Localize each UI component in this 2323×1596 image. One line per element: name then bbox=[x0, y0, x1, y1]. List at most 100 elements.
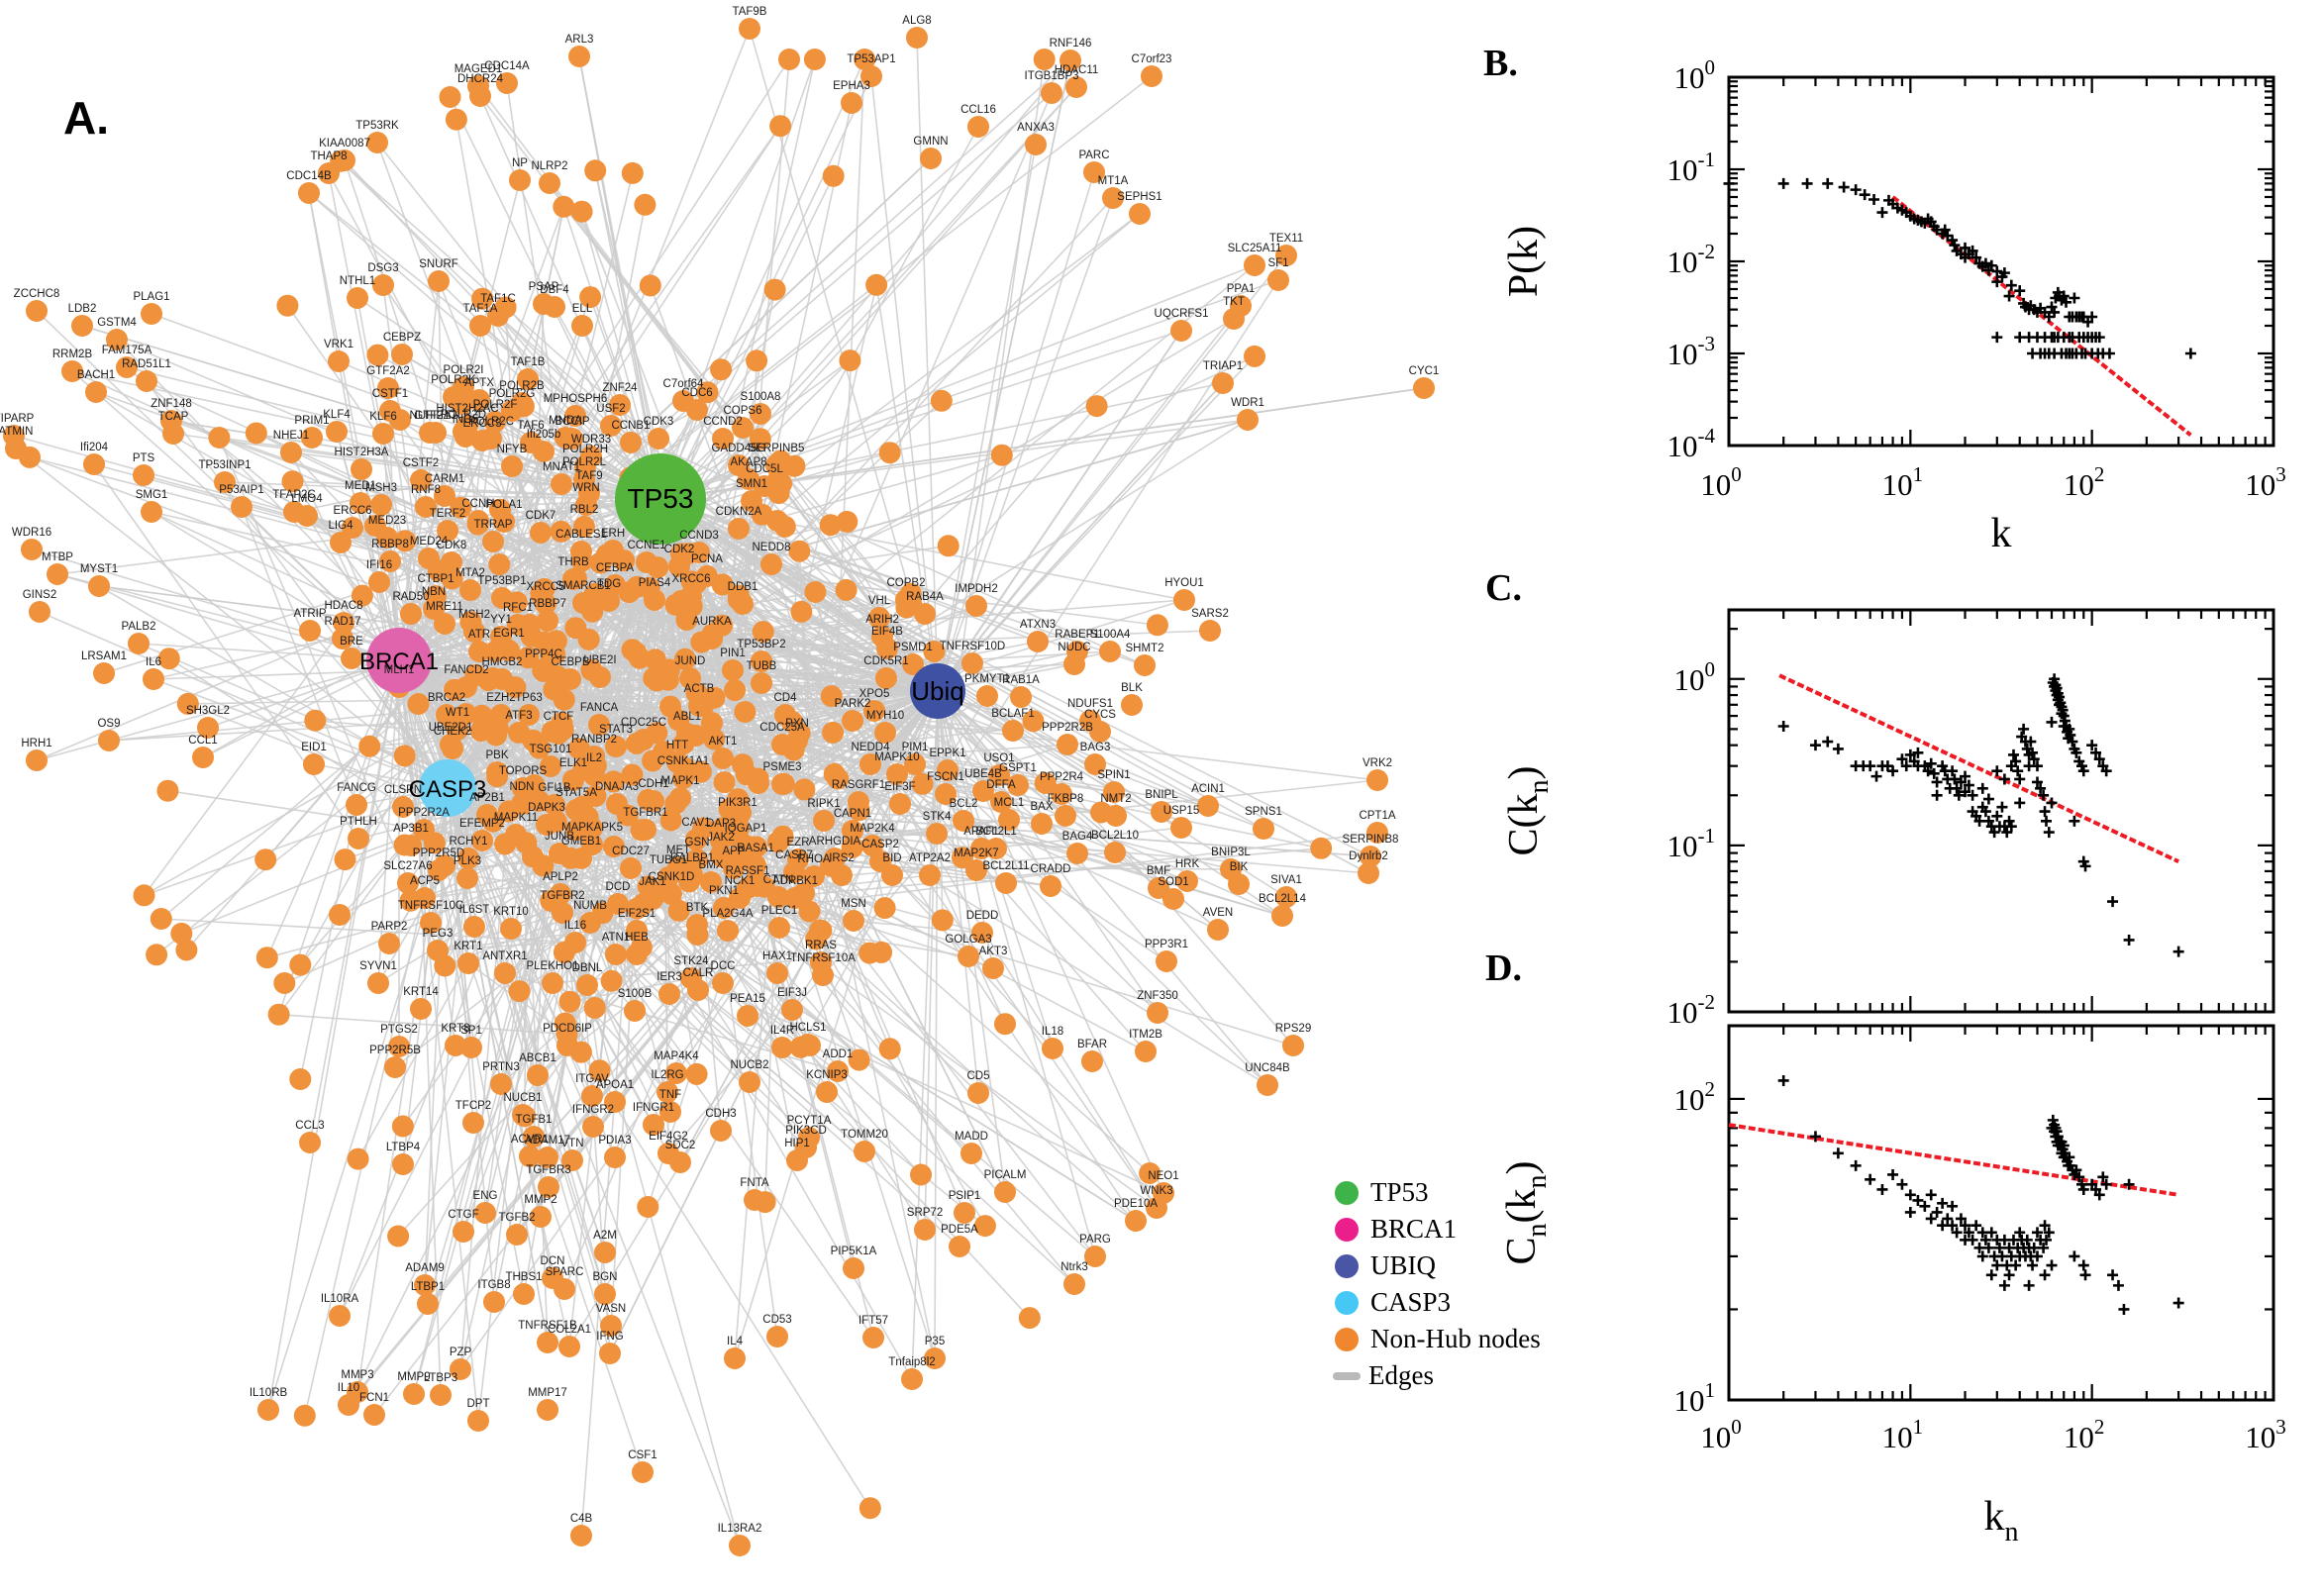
network-node bbox=[257, 1399, 279, 1421]
network-node bbox=[781, 999, 803, 1021]
network-node bbox=[445, 1035, 466, 1056]
network-node bbox=[859, 753, 881, 775]
data-point bbox=[2012, 1242, 2024, 1253]
data-point bbox=[2050, 1131, 2062, 1143]
network-node-label: RANBP2 bbox=[571, 734, 617, 746]
network-node-label: TUBB bbox=[747, 660, 777, 672]
network-node bbox=[678, 870, 701, 893]
data-point bbox=[2014, 1227, 2026, 1239]
data-point bbox=[1809, 740, 1821, 751]
network-node bbox=[982, 957, 1004, 979]
data-point bbox=[1876, 207, 1888, 219]
network-node-label: HYOU1 bbox=[1164, 577, 1204, 589]
network-node bbox=[289, 1068, 312, 1090]
network-node bbox=[1162, 888, 1184, 910]
network-node bbox=[1125, 1210, 1147, 1232]
network-node bbox=[47, 563, 68, 585]
data-point bbox=[2018, 1242, 2030, 1253]
network-node bbox=[739, 18, 760, 40]
data-point bbox=[1859, 189, 1870, 201]
network-node-label: BRE bbox=[340, 636, 363, 648]
network-node bbox=[788, 540, 811, 562]
data-point bbox=[2052, 1140, 2064, 1151]
network-node-label: BAG4 bbox=[1062, 831, 1093, 843]
network-node bbox=[1084, 753, 1106, 775]
data-point bbox=[1979, 1234, 1991, 1246]
data-point bbox=[2058, 332, 2070, 344]
network-node bbox=[254, 848, 277, 871]
data-point bbox=[2172, 1297, 2184, 1309]
network-node-label: EZR bbox=[787, 837, 810, 848]
network-node-label: BMX bbox=[699, 859, 724, 871]
data-point bbox=[1850, 760, 1862, 772]
network-node-label: EID1 bbox=[301, 742, 327, 753]
data-point bbox=[1896, 1178, 1908, 1190]
scatter-points bbox=[1777, 673, 2184, 957]
data-point bbox=[1832, 743, 1844, 754]
network-node bbox=[1010, 686, 1032, 708]
network-node-label: TGFB2 bbox=[498, 1212, 535, 1224]
network-node-label: S100B bbox=[618, 988, 653, 1000]
network-node-label: PSME3 bbox=[763, 761, 802, 773]
network-node-label: PDCD6IP bbox=[543, 1023, 592, 1035]
network-node bbox=[1033, 49, 1056, 70]
network-node-label: MTBP bbox=[42, 551, 73, 563]
data-point bbox=[1876, 760, 1888, 772]
network-node bbox=[620, 857, 642, 879]
network-node-label: CSTF1 bbox=[372, 388, 408, 400]
network-node bbox=[1063, 653, 1085, 675]
network-node-label: DDB1 bbox=[728, 581, 758, 593]
data-point bbox=[2077, 855, 2089, 867]
data-point bbox=[2023, 1242, 2035, 1253]
data-point bbox=[2028, 753, 2040, 765]
network-node bbox=[417, 1293, 439, 1315]
network-edge bbox=[449, 96, 612, 427]
network-node bbox=[1358, 862, 1379, 884]
network-node bbox=[530, 582, 553, 605]
network-node-label: JUND bbox=[675, 655, 706, 667]
network-node-label: ARL3 bbox=[565, 34, 594, 46]
data-point bbox=[2070, 311, 2082, 323]
network-node bbox=[451, 392, 473, 415]
data-point bbox=[1967, 789, 1978, 801]
network-node bbox=[686, 399, 708, 421]
network-node-label: CD5 bbox=[966, 1070, 989, 1082]
network-node bbox=[330, 150, 353, 172]
network-node-label: CCL16 bbox=[960, 104, 996, 116]
network-node-label: TKT bbox=[1223, 296, 1245, 308]
network-node bbox=[93, 662, 115, 684]
data-point bbox=[2047, 1114, 2059, 1126]
network-node bbox=[920, 148, 942, 169]
network-node bbox=[1146, 614, 1168, 637]
data-point bbox=[1991, 765, 2003, 777]
network-node bbox=[19, 446, 41, 468]
data-point bbox=[2023, 1279, 2035, 1291]
network-node bbox=[170, 922, 193, 945]
network-node-label: HRH1 bbox=[21, 738, 51, 749]
data-point bbox=[2001, 827, 2013, 839]
data-point bbox=[2077, 332, 2089, 344]
data-point bbox=[2023, 760, 2035, 772]
network-edge bbox=[278, 1013, 567, 1036]
network-node bbox=[1257, 1074, 1278, 1096]
network-node bbox=[368, 571, 390, 593]
network-node bbox=[26, 300, 48, 322]
network-node-label: PBK bbox=[485, 749, 508, 761]
network-edge bbox=[659, 498, 1158, 1209]
network-edge bbox=[937, 690, 1096, 1257]
network-node-label: MYH10 bbox=[866, 710, 904, 722]
network-nodes bbox=[3, 18, 1435, 1556]
data-point bbox=[1960, 251, 1971, 263]
data-point bbox=[1970, 1220, 1982, 1232]
data-point bbox=[2075, 311, 2087, 323]
data-point bbox=[1960, 242, 1971, 253]
network-node bbox=[1244, 345, 1265, 367]
network-node bbox=[459, 611, 482, 634]
network-node bbox=[860, 65, 882, 87]
network-node-label: NBN bbox=[422, 586, 446, 598]
network-node-label: CDC25C bbox=[621, 717, 666, 729]
network-node-label: EIF2S1 bbox=[618, 908, 656, 920]
network-node bbox=[545, 810, 567, 833]
network-node-label: Dynlrb2 bbox=[1349, 850, 1388, 862]
